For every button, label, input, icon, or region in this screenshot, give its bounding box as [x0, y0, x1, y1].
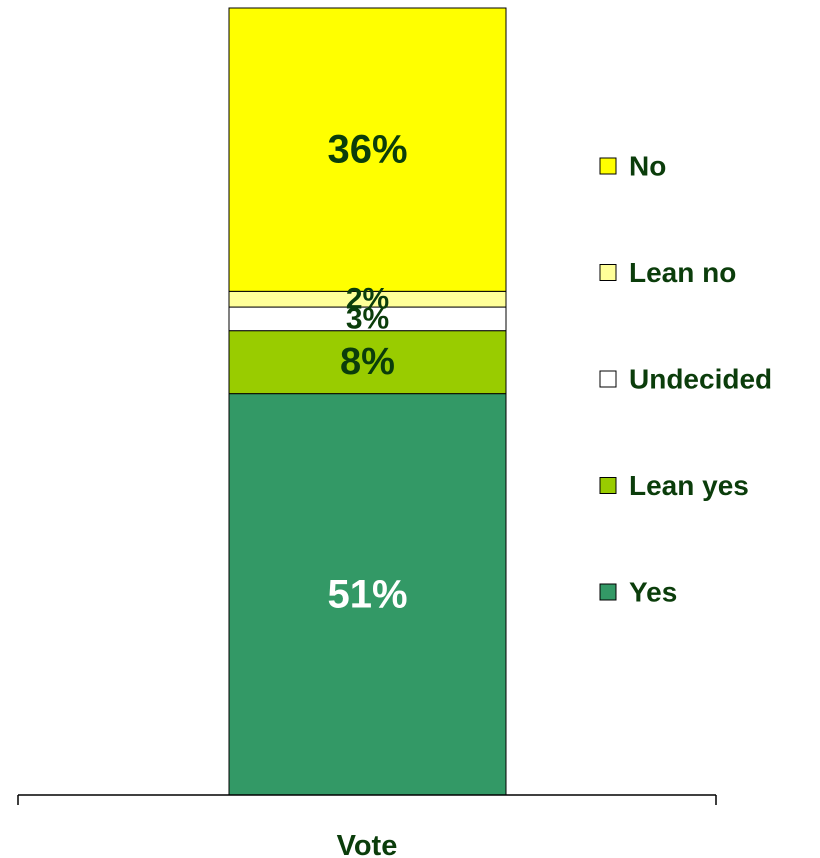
legend-swatch-undecided [599, 370, 617, 388]
legend-label-lean-no: Lean no [629, 257, 736, 288]
bar-segment-yes [228, 393, 507, 796]
legend-swatch-no [599, 157, 617, 175]
bar-segment-lean-yes [228, 330, 507, 395]
bar-segment-no [228, 7, 507, 292]
category-label: Vote [337, 830, 398, 858]
legend-item-no: No [599, 151, 666, 182]
data-label-undecided: 3% [346, 302, 389, 335]
legend-item-lean-yes: Lean yes [599, 470, 749, 501]
x-axis: Vote [17, 794, 717, 858]
data-label-lean-yes: 8% [340, 341, 395, 383]
legend-item-yes: Yes [599, 577, 677, 608]
legend-item-undecided: Undecided [599, 364, 772, 395]
legend: No Lean no Undecided Lean yes Yes [599, 151, 772, 608]
segment-labels: 51% 8% 3%2% 36% [327, 128, 407, 617]
bar-segments [228, 7, 507, 796]
legend-label-yes: Yes [629, 577, 677, 608]
legend-swatch-lean-yes [599, 477, 617, 494]
legend-item-lean-no: Lean no [599, 257, 736, 288]
legend-swatch-yes [599, 583, 617, 601]
legend-swatch-lean-no [599, 264, 617, 281]
legend-label-lean-yes: Lean yes [629, 470, 749, 501]
data-label-yes: 51% [327, 572, 407, 616]
data-label-lean-no: 2% [346, 283, 389, 316]
legend-label-undecided: Undecided [629, 364, 772, 395]
data-label-no: 36% [327, 128, 407, 172]
legend-label-no: No [629, 151, 666, 182]
